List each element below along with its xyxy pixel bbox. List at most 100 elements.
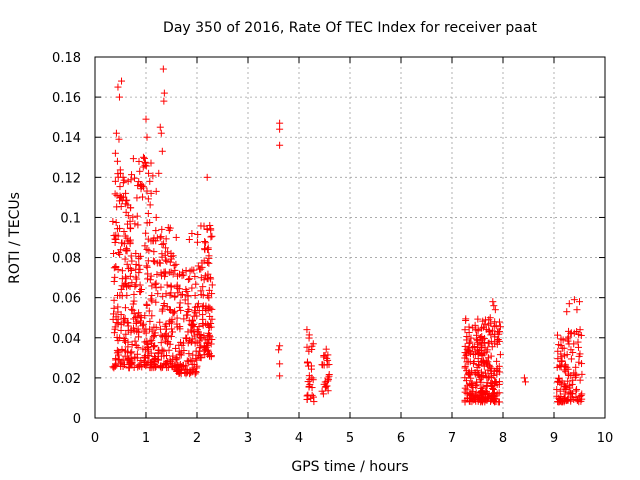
data-point — [565, 300, 573, 308]
data-point — [574, 343, 582, 351]
x-tick-label: 9 — [550, 431, 558, 446]
data-point — [116, 224, 124, 232]
data-point — [491, 378, 499, 386]
data-point — [486, 314, 494, 322]
data-point — [167, 289, 175, 297]
y-tick-label: 0 — [73, 412, 81, 427]
data-point — [177, 306, 185, 314]
data-point — [150, 331, 158, 339]
data-point — [117, 203, 125, 211]
data-point — [556, 387, 564, 395]
data-point — [484, 374, 492, 382]
data-point — [129, 306, 137, 314]
data-point — [114, 315, 122, 323]
data-point — [195, 307, 203, 315]
data-point — [152, 187, 160, 195]
data-point — [492, 322, 500, 330]
data-point — [204, 292, 212, 300]
data-point — [186, 275, 194, 283]
data-point — [160, 240, 168, 248]
data-point — [487, 367, 495, 375]
data-point — [496, 351, 504, 359]
data-point — [163, 281, 171, 289]
data-point — [189, 316, 197, 324]
data-point — [174, 289, 182, 297]
data-point — [561, 382, 569, 390]
data-point — [487, 352, 495, 360]
data-point — [188, 229, 196, 237]
data-point — [137, 185, 145, 193]
data-point — [157, 331, 165, 339]
data-point — [494, 335, 502, 343]
data-point — [495, 380, 503, 388]
data-point — [141, 312, 149, 320]
data-point — [126, 272, 134, 280]
data-point — [170, 262, 178, 270]
data-point — [562, 383, 570, 391]
data-point — [139, 163, 147, 171]
data-point — [206, 221, 214, 229]
data-point — [146, 177, 154, 185]
data-point — [162, 290, 170, 298]
data-point — [196, 352, 204, 360]
data-point — [120, 317, 128, 325]
data-point — [171, 266, 179, 274]
data-point — [324, 374, 332, 382]
data-point — [191, 309, 199, 317]
data-point — [205, 324, 213, 332]
y-tick-label: 0.1 — [60, 211, 81, 226]
data-point — [110, 304, 118, 312]
data-point — [115, 197, 123, 205]
data-point — [276, 125, 284, 133]
data-point — [192, 368, 200, 376]
data-point — [477, 343, 485, 351]
data-point — [490, 302, 498, 310]
data-point — [123, 196, 131, 204]
data-point — [201, 342, 209, 350]
data-point — [473, 370, 481, 378]
data-point — [114, 337, 122, 345]
x-tick-label: 4 — [295, 431, 303, 446]
data-point — [131, 220, 139, 228]
data-point — [135, 178, 143, 186]
data-point — [149, 333, 157, 341]
data-point — [131, 354, 139, 362]
x-tick-labels: 0 1 2 3 4 5 6 7 8 9 10 — [91, 431, 613, 446]
data-point — [166, 258, 174, 266]
data-point — [146, 219, 154, 227]
data-point — [131, 174, 139, 182]
data-point — [190, 266, 198, 274]
data-point — [461, 374, 469, 382]
data-point — [178, 272, 186, 280]
data-point — [150, 248, 158, 256]
data-point — [461, 354, 469, 362]
data-point — [310, 398, 318, 406]
data-point — [147, 159, 155, 167]
data-point — [199, 283, 207, 291]
data-point — [133, 194, 141, 202]
data-point — [565, 333, 573, 341]
data-point — [118, 345, 126, 353]
data-point — [144, 340, 152, 348]
data-point — [203, 225, 211, 233]
data-point — [184, 311, 192, 319]
data-point — [205, 331, 213, 339]
data-point — [160, 89, 168, 97]
data-point — [193, 238, 201, 246]
data-point — [309, 340, 317, 348]
data-point — [496, 323, 504, 331]
data-point — [178, 341, 186, 349]
data-point — [479, 317, 487, 325]
data-point — [184, 292, 192, 300]
data-point — [120, 240, 128, 248]
data-point — [111, 149, 119, 157]
data-point — [307, 394, 315, 402]
data-point — [202, 239, 210, 247]
data-point — [489, 298, 497, 306]
data-point — [120, 228, 128, 236]
data-point — [165, 226, 173, 234]
data-point — [474, 315, 482, 323]
data-point — [155, 169, 163, 177]
data-point — [123, 245, 131, 253]
data-point — [155, 259, 163, 267]
